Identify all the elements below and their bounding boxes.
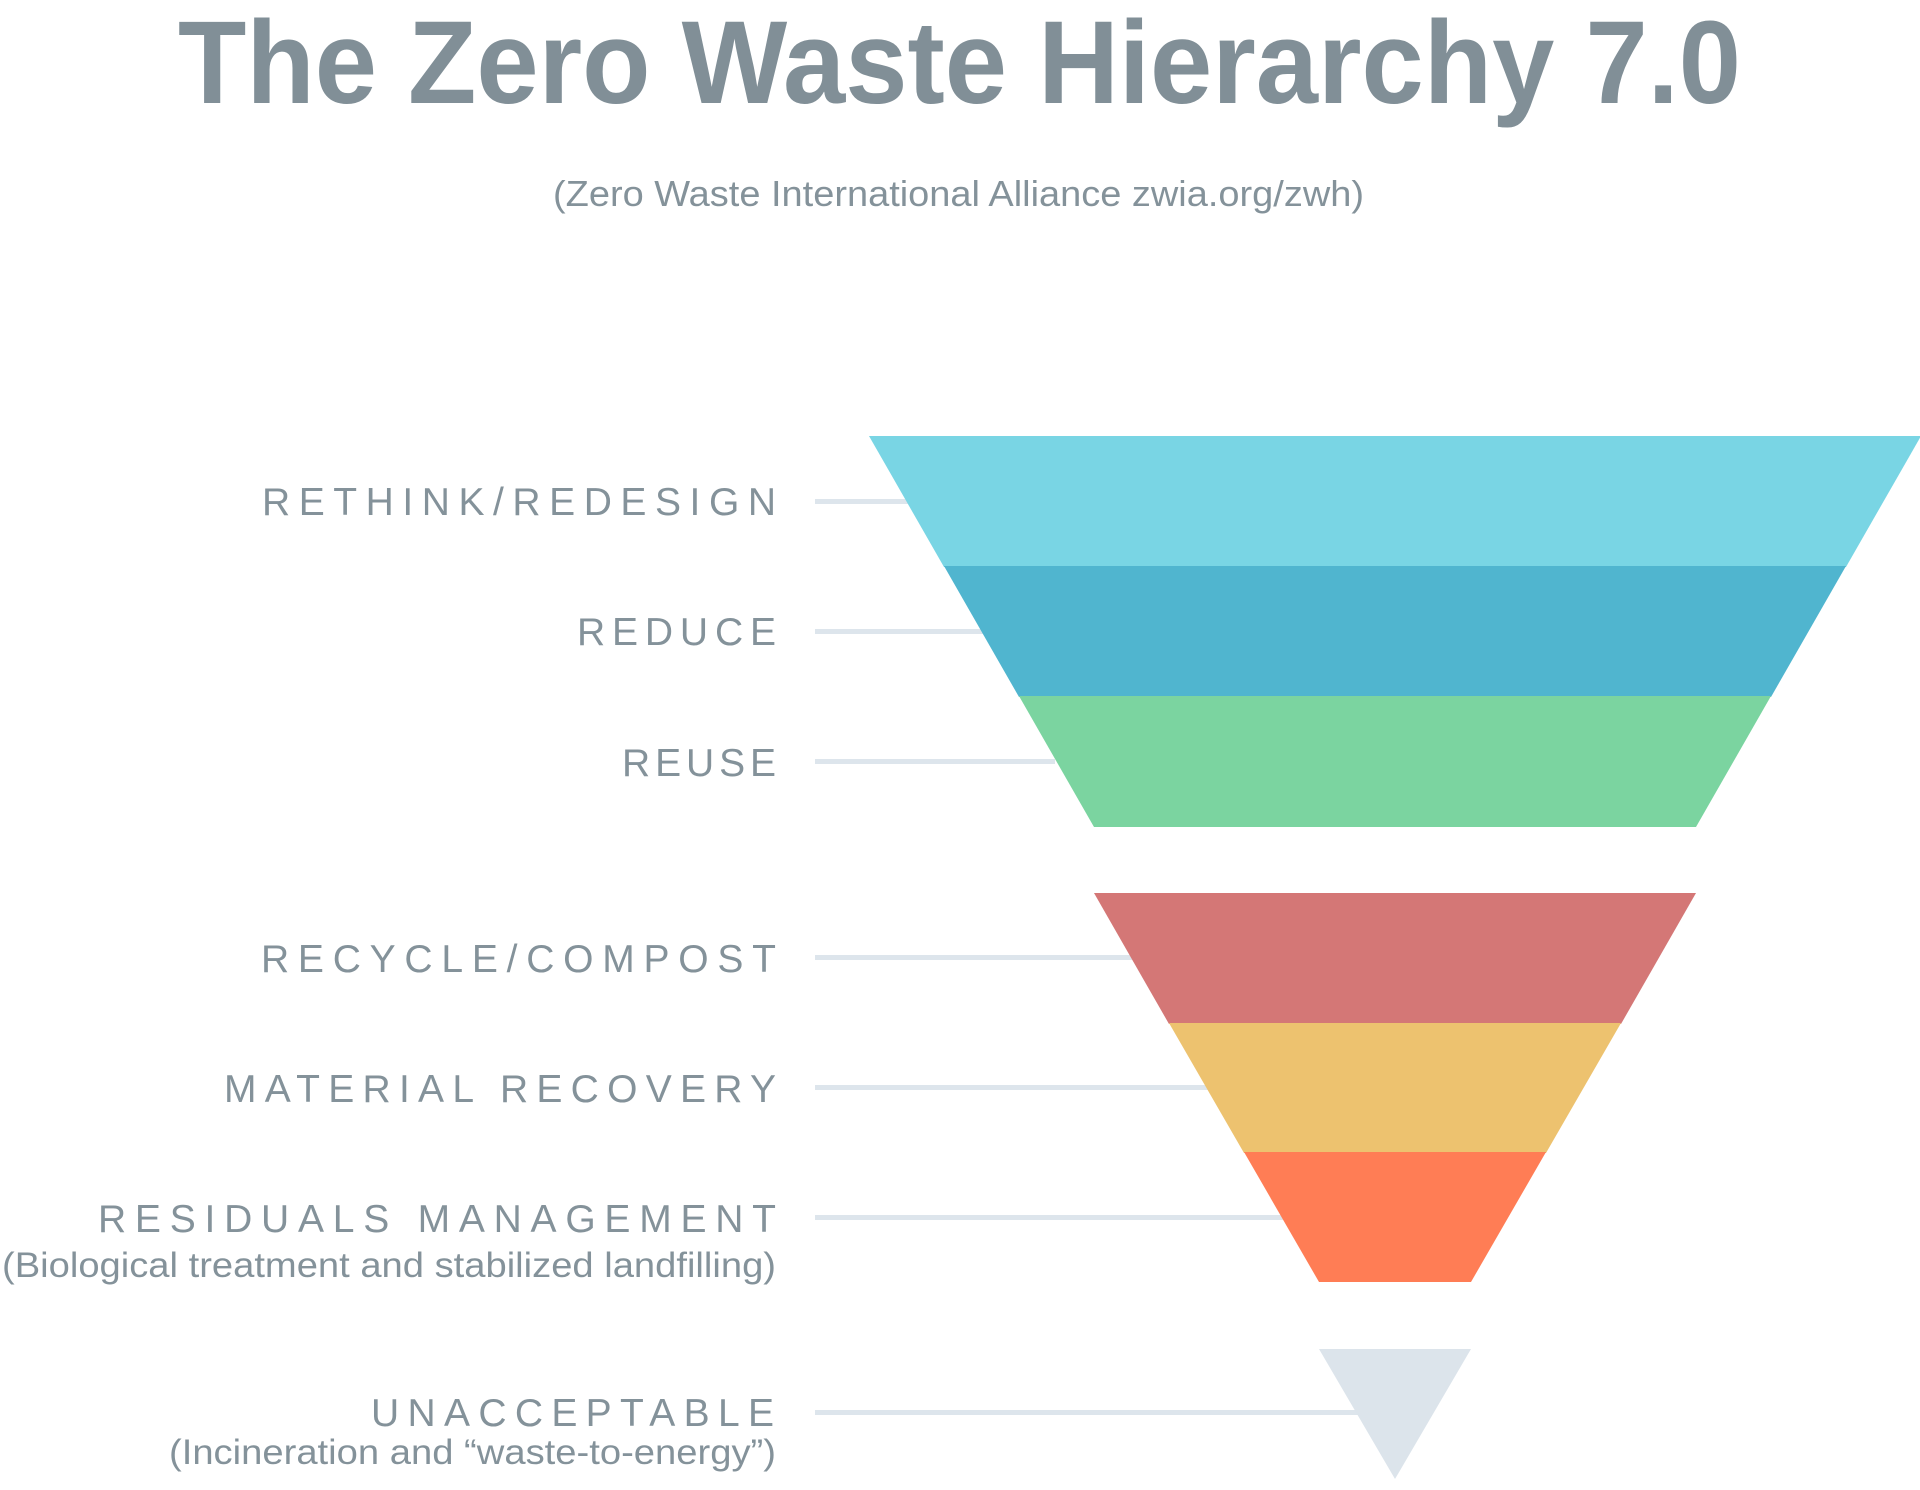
tier-band-recycle-compost bbox=[1094, 893, 1696, 1024]
tier-label-reuse: REUSE bbox=[622, 742, 776, 785]
leader-line-unacceptable bbox=[815, 1410, 1375, 1415]
lower-funnel bbox=[1094, 893, 1696, 1282]
leader-line-recycle bbox=[815, 955, 1135, 960]
leader-line-rethink bbox=[815, 499, 935, 504]
tier-label-rethink: RETHINK/REDESIGN bbox=[262, 481, 776, 524]
tier-label-reduce: REDUCE bbox=[577, 611, 776, 654]
page-title: The Zero Waste Hierarchy 7.0 bbox=[178, 0, 1741, 129]
leader-lines bbox=[815, 499, 1375, 1415]
tier-band-material-recovery bbox=[1169, 1023, 1621, 1153]
leader-line-residuals bbox=[815, 1215, 1295, 1220]
tier-band-residuals-management bbox=[1244, 1152, 1546, 1282]
tier-label-recycle-compost: RECYCLE/COMPOST bbox=[261, 938, 776, 981]
tier-band-rethink bbox=[869, 436, 1920, 567]
leader-line-material-recovery bbox=[815, 1085, 1215, 1090]
tier-sublabel-unacceptable: (Incineration and “waste-to-energy”) bbox=[169, 1433, 776, 1472]
tier-band-reuse bbox=[1019, 696, 1771, 827]
tier-band-unacceptable bbox=[1319, 1349, 1471, 1479]
tier-label-material-recovery: MATERIAL RECOVERY bbox=[224, 1068, 776, 1111]
leader-line-reuse bbox=[815, 759, 1055, 764]
page-subtitle: (Zero Waste International Alliance zwia.… bbox=[553, 173, 1364, 214]
tier-sublabel-residuals-management: (Biological treatment and stabilized lan… bbox=[2, 1246, 776, 1285]
upper-funnel bbox=[869, 436, 1920, 827]
tier-label-unacceptable: UNACCEPTABLE bbox=[371, 1392, 774, 1435]
tier-label-residuals-management: RESIDUALS MANAGEMENT bbox=[98, 1198, 776, 1241]
leader-line-reduce bbox=[815, 629, 985, 634]
tier-labels: RETHINK/REDESIGN REDUCE REUSE RECYCLE/CO… bbox=[2, 481, 776, 1472]
tier-band-reduce bbox=[944, 566, 1846, 697]
